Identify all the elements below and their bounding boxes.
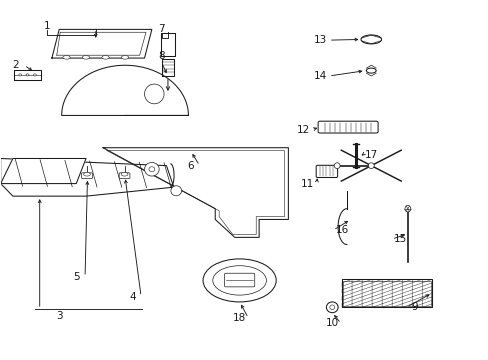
FancyBboxPatch shape [119, 173, 130, 179]
Polygon shape [161, 59, 174, 76]
Ellipse shape [144, 84, 163, 104]
Polygon shape [52, 30, 152, 58]
Polygon shape [103, 148, 288, 237]
FancyBboxPatch shape [224, 273, 254, 287]
Polygon shape [0, 158, 173, 196]
Ellipse shape [367, 163, 373, 168]
Ellipse shape [329, 305, 334, 310]
Text: 13: 13 [313, 35, 326, 45]
Ellipse shape [102, 55, 109, 59]
FancyBboxPatch shape [81, 173, 92, 179]
Text: 1: 1 [43, 21, 50, 31]
Text: 11: 11 [301, 179, 314, 189]
Ellipse shape [404, 206, 410, 212]
Text: 5: 5 [73, 272, 80, 282]
Ellipse shape [144, 162, 159, 176]
Ellipse shape [366, 68, 375, 73]
Text: 3: 3 [56, 311, 62, 321]
Ellipse shape [203, 259, 276, 302]
Ellipse shape [170, 186, 181, 196]
Ellipse shape [333, 163, 339, 168]
Ellipse shape [149, 167, 155, 172]
Text: 16: 16 [335, 225, 348, 235]
Ellipse shape [121, 55, 128, 59]
Ellipse shape [26, 74, 29, 76]
Text: 8: 8 [158, 51, 164, 61]
FancyBboxPatch shape [318, 121, 377, 133]
Ellipse shape [33, 74, 36, 76]
Polygon shape [160, 33, 175, 56]
Bar [341, 279, 431, 307]
Ellipse shape [360, 35, 381, 44]
Ellipse shape [121, 172, 128, 176]
Text: 2: 2 [12, 60, 19, 70]
Polygon shape [61, 65, 188, 116]
Ellipse shape [326, 302, 337, 313]
Polygon shape [14, 69, 41, 80]
Bar [343, 281, 430, 306]
Text: 17: 17 [364, 150, 377, 160]
Text: 14: 14 [313, 71, 326, 81]
Text: 15: 15 [393, 234, 407, 244]
Ellipse shape [82, 55, 89, 59]
Text: 6: 6 [187, 161, 194, 171]
FancyBboxPatch shape [316, 165, 337, 177]
Text: 18: 18 [232, 313, 246, 323]
Text: 9: 9 [411, 302, 418, 312]
Text: 12: 12 [296, 125, 309, 135]
Ellipse shape [83, 172, 90, 176]
Ellipse shape [63, 55, 70, 59]
Text: 10: 10 [325, 319, 338, 328]
Polygon shape [0, 158, 86, 184]
Text: 4: 4 [129, 292, 135, 302]
Ellipse shape [19, 74, 21, 76]
Text: 7: 7 [158, 24, 164, 35]
Ellipse shape [212, 266, 266, 295]
